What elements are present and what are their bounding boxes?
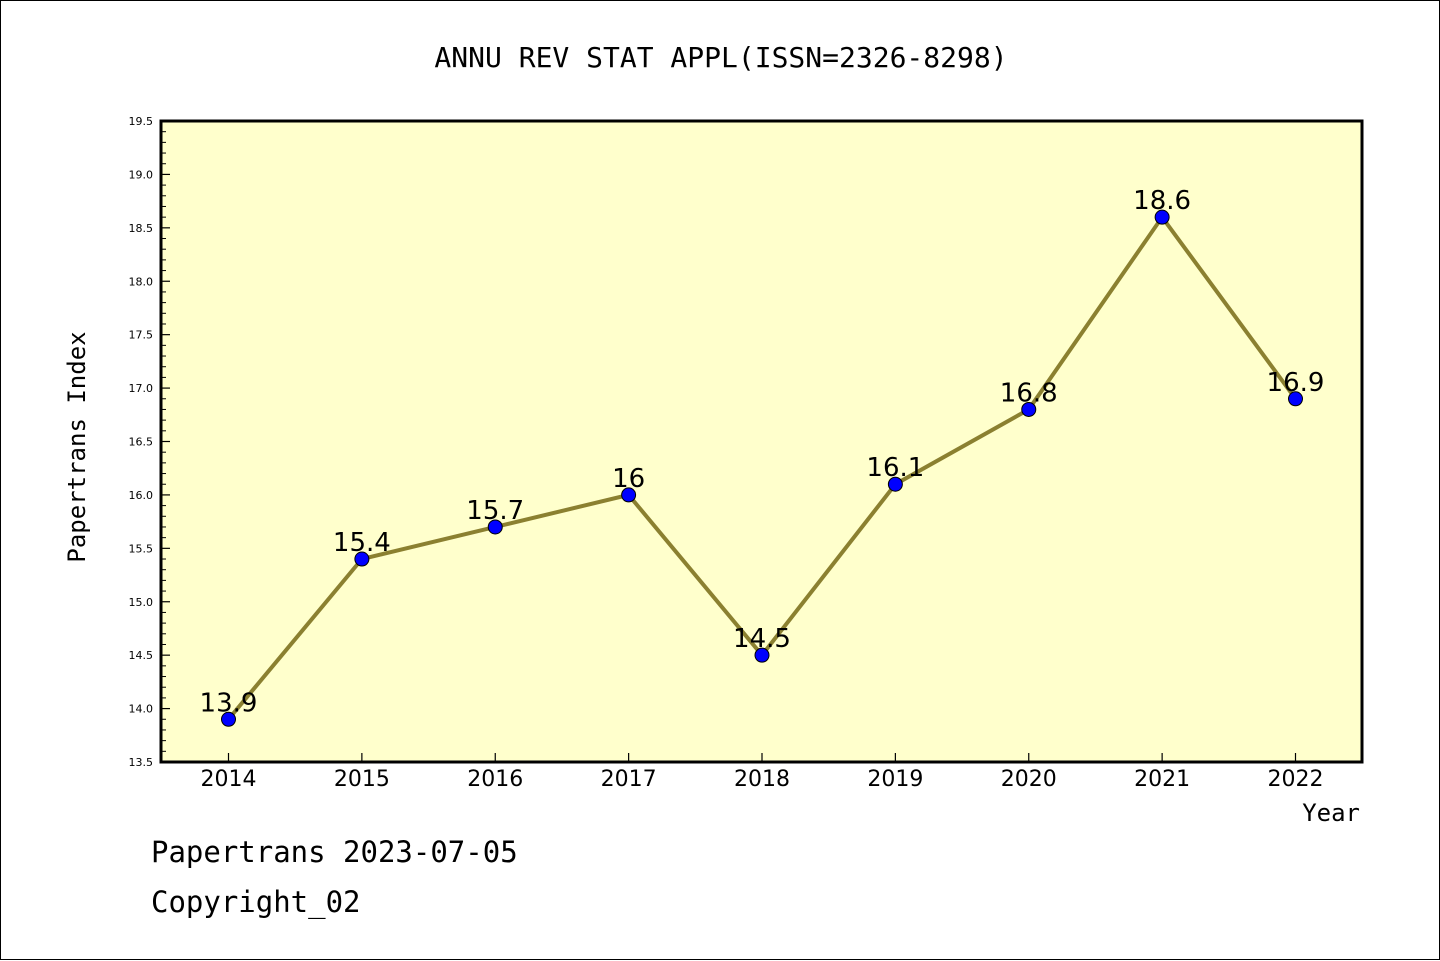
y-axis-ticks: 13.5 14.0 14.5 15.0 15.5 16.0 16.5 17.0 17.5 18.0… <box>129 115 170 769</box>
x-tick-label: 2018 <box>734 767 790 792</box>
x-tick-label: 2022 <box>1268 767 1324 792</box>
data-label: 16.1 <box>866 453 924 483</box>
data-point <box>754 647 770 663</box>
data-labels: 13.9 15.4 15.7 16 14.5 16.1 16.8 18.6 16.9 <box>200 186 1325 718</box>
data-label: 18.6 <box>1133 186 1191 216</box>
y-tick-label: 17.0 <box>129 382 154 395</box>
data-point <box>221 711 236 727</box>
y-tick-label: 15.5 <box>129 542 154 555</box>
x-tick-label: 2019 <box>867 767 923 792</box>
x-tick-label: 2017 <box>601 767 657 792</box>
y-tick-label: 17.5 <box>129 329 154 342</box>
data-label: 13.9 <box>200 688 258 718</box>
y-tick-label: 19.0 <box>129 168 154 181</box>
y-axis-title: Papertrans Index <box>63 331 91 562</box>
data-point <box>354 551 370 567</box>
data-point <box>1154 209 1170 225</box>
y-tick-label: 14.0 <box>129 703 154 716</box>
chart-title: ANNU REV STAT APPL(ISSN=2326-8298) <box>434 41 1007 74</box>
data-label: 15.7 <box>466 496 524 526</box>
x-tick-label: 2021 <box>1134 767 1190 792</box>
y-tick-label: 13.5 <box>129 756 154 769</box>
data-point <box>1021 401 1037 417</box>
data-label: 15.4 <box>333 528 391 558</box>
y-tick-label: 18.5 <box>129 222 154 235</box>
y-tick-label: 16.0 <box>129 489 154 502</box>
data-label: 16.8 <box>1000 378 1058 408</box>
data-label: 14.5 <box>733 624 791 654</box>
x-axis-title: Year <box>1302 799 1360 827</box>
y-tick-label: 19.5 <box>129 115 154 128</box>
data-point <box>621 487 637 503</box>
plot-area <box>161 121 1362 762</box>
y-tick-label: 16.5 <box>129 436 154 449</box>
y-tick-label: 18.0 <box>129 275 154 288</box>
data-label: 16 <box>612 464 645 494</box>
x-tick-label: 2016 <box>467 767 523 792</box>
x-tick-label: 2014 <box>201 767 257 792</box>
y-tick-label: 14.5 <box>129 649 154 662</box>
data-label: 16.9 <box>1267 368 1325 398</box>
data-points <box>221 209 1303 727</box>
data-point <box>1288 391 1303 407</box>
plot-border <box>159 119 1364 764</box>
source-date-label: Papertrans 2023-07-05 <box>151 835 518 869</box>
y-tick-label: 15.0 <box>129 596 154 609</box>
data-point <box>487 519 503 535</box>
x-tick-label: 2015 <box>334 767 390 792</box>
data-point <box>887 476 903 492</box>
x-tick-label: 2020 <box>1001 767 1057 792</box>
x-axis-ticks: 2014 2015 2016 2017 2018 2019 2020 2021 2022 <box>201 753 1324 792</box>
copyright-label: Copyright_02 <box>151 885 361 919</box>
